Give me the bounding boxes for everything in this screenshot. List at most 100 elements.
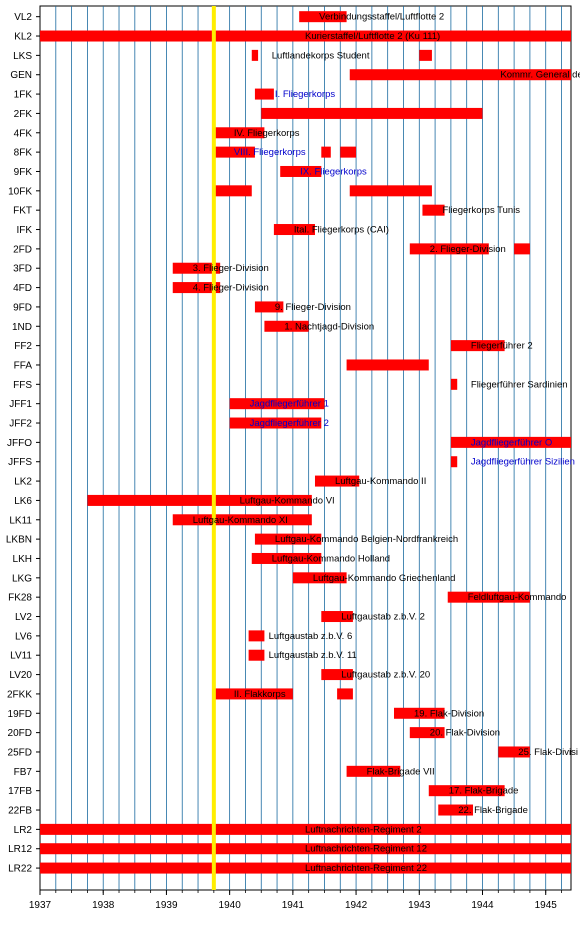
y-label-fkt: FKT: [13, 206, 32, 217]
bar-gen-1: [349, 69, 571, 81]
y-label-lv6: LV6: [15, 631, 32, 642]
bar-fkt-1: [422, 204, 445, 216]
y-axis-labels: VL2 KL2 LKS GEN 1FK 2FK 4FK 8FK 9FK 10FK FKT IFK 2FD…: [6, 12, 40, 875]
bar-label-1fk: I. Fliegerkorps: [275, 89, 335, 100]
bar-lr22-1: [40, 862, 571, 874]
y-label-lkh: LKH: [13, 554, 32, 565]
bar-label-fkt: Fliegerkorps Tunis: [442, 205, 520, 216]
y-label-2fkk: 2FKK: [7, 689, 32, 700]
y-label-20fd: 20FD: [8, 728, 32, 739]
bar-label-lr22: Luftnachrichten-Regiment 22: [305, 863, 427, 874]
bar-lkg-1: [292, 572, 347, 584]
y-label-25fd: 25FD: [8, 747, 32, 758]
bar-jffs-1: [450, 456, 458, 468]
y-label-lk6: LK6: [14, 496, 32, 507]
bar-lr12-1: [40, 843, 571, 855]
bar-8fk-2: [321, 146, 331, 158]
bar-2fkk-2: [337, 688, 353, 700]
bar-10fk-1: [213, 185, 252, 197]
bar-lv11-1: [248, 649, 265, 661]
y-label-8fk: 8FK: [14, 148, 33, 159]
bar-1fk-1: [254, 88, 274, 100]
bar-2fd-2: [514, 243, 530, 255]
y-label-19fd: 19FD: [8, 709, 32, 720]
bar-label-ffs: Fliegerführer Sardinien: [471, 379, 568, 390]
y-label-4fd: 4FD: [13, 283, 32, 294]
x-tick-label-1942: 1942: [345, 900, 368, 911]
y-label-lv2: LV2: [15, 612, 32, 623]
bar-2fkk-1: [213, 688, 293, 700]
y-label-fb7: FB7: [14, 767, 33, 778]
bar-lks-2: [419, 49, 432, 61]
bar-label-jffo: Jagdfliegerführer O: [471, 437, 552, 448]
y-label-lks: LKS: [13, 51, 32, 62]
bar-label-25fd: 25. Flak-Divisi: [518, 747, 578, 758]
y-label-lk2: LK2: [14, 477, 32, 488]
bar-label-8fk: VIII. Fliegerkorps: [234, 147, 306, 158]
x-tick-label-1937: 1937: [29, 900, 52, 911]
bar-label-lkbn: Luftgau-Kommando Belgien-Nordfrankreich: [275, 534, 458, 545]
bar-lr2-1: [40, 823, 571, 835]
bar-label-22fb: 22. Flak-Brigade: [458, 805, 528, 816]
bar-label-kl2: Kurierstaffel/Luftflotte 2 (Ku 111): [305, 31, 440, 42]
bar-22fb-1: [438, 804, 474, 816]
bar-label-lk6: Luftgau-Kommando VI: [240, 495, 335, 506]
bar-label-lkg: Luftgau-Kommando Griechenland: [313, 573, 456, 584]
bar-2fk-1: [261, 107, 483, 119]
y-label-ifk: IFK: [16, 225, 32, 236]
bars-layer: [40, 11, 571, 874]
x-tick-label-1940: 1940: [219, 900, 242, 911]
bar-ffs-1: [450, 378, 458, 390]
marker-line: [211, 6, 216, 890]
y-label-3fd: 3FD: [13, 264, 32, 275]
bar-lkbn-1: [254, 533, 322, 545]
bar-lv20-1: [321, 669, 353, 681]
y-label-vl2: VL2: [14, 12, 32, 23]
bar-4fk-1: [213, 127, 265, 139]
bar-label-lv2: Luftgaustab z.b.V. 2: [341, 612, 425, 623]
bar-2fd-1: [409, 243, 489, 255]
bar-label-4fk: IV. Fliegerkorps: [234, 128, 300, 139]
y-label-9fk: 9FK: [14, 167, 33, 178]
bar-20fd-1: [409, 727, 445, 739]
y-label-9fd: 9FD: [13, 302, 32, 313]
y-label-10fk: 10FK: [8, 186, 32, 197]
bar-ifk-1: [273, 224, 315, 236]
bar-label-3fd: 3. Flieger-Division: [193, 263, 269, 274]
bar-fb7-1: [346, 765, 401, 777]
bar-1nd-1: [264, 320, 309, 332]
bar-label-9fk: IX. Fliegerkorps: [300, 166, 367, 177]
bar-9fk-1: [280, 165, 322, 177]
bar-lk11-1: [172, 514, 312, 526]
y-label-lr2: LR2: [14, 825, 33, 836]
bar-label-fb7: Flak-Brigade VII: [367, 766, 435, 777]
bar-8fk-1: [213, 146, 255, 158]
x-tick-label-1938: 1938: [92, 900, 115, 911]
bar-labels-layer: Verbindungsstaffel/Luftflotte 2 Kuriersta…: [193, 12, 580, 874]
bar-label-lr12: Luftnachrichten-Regiment 12: [305, 844, 427, 855]
y-label-22fb: 22FB: [8, 806, 32, 817]
y-label-fk28: FK28: [8, 593, 32, 604]
x-tick-label-1943: 1943: [408, 900, 431, 911]
y-label-jffs: JFFS: [8, 457, 32, 468]
bar-label-2fd: 2. Flieger-Division: [430, 244, 506, 255]
bar-19fd-1: [394, 707, 445, 719]
bar-label-lk2: Luftgau-Kommando II: [335, 476, 426, 487]
bar-jffo-1: [450, 436, 571, 448]
bar-lkh-1: [251, 552, 322, 564]
bar-vl2-1: [299, 11, 347, 23]
y-label-gen: GEN: [10, 70, 32, 81]
bar-17fb-1: [428, 785, 505, 797]
x-tick-label-1945: 1945: [535, 900, 558, 911]
y-label-jff1: JFF1: [9, 399, 32, 410]
y-label-17fb: 17FB: [8, 786, 32, 797]
y-label-2fd: 2FD: [13, 244, 32, 255]
bar-kl2-1: [40, 30, 571, 42]
bar-label-lv20: Luftgaustab z.b.V. 20: [341, 670, 430, 681]
y-label-ff2: FF2: [14, 341, 32, 352]
bar-jff2-1: [229, 417, 322, 429]
y-label-lk11: LK11: [9, 515, 32, 526]
bar-jff1-1: [229, 398, 325, 410]
bar-9fd-1: [254, 301, 284, 313]
